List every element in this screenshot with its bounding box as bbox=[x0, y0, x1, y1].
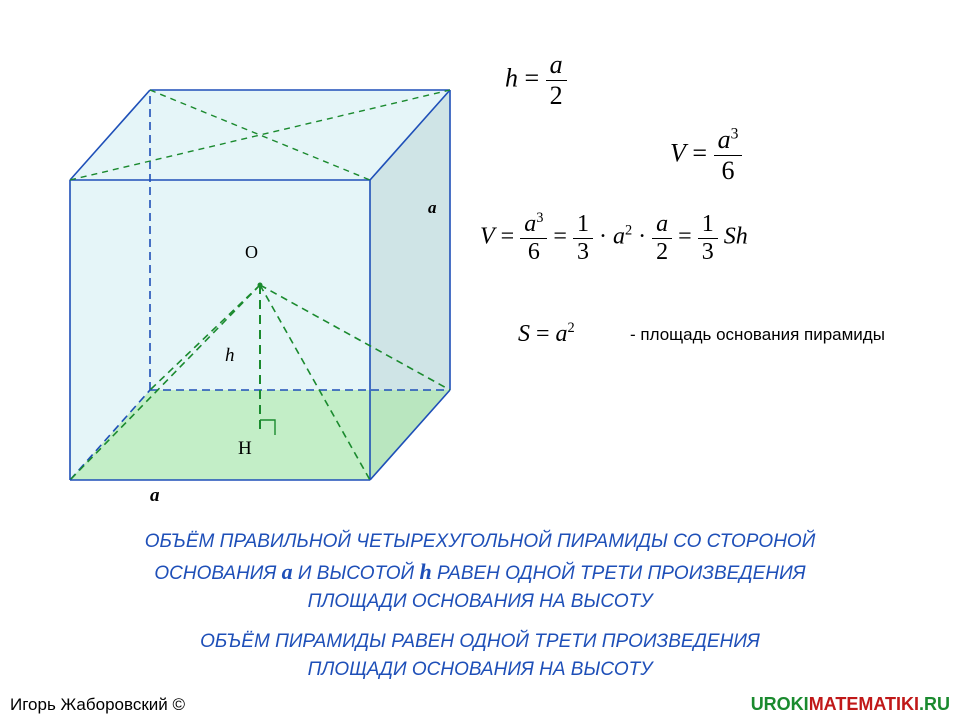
formula-V-a3-6: V = a36 bbox=[670, 125, 742, 186]
label-a-right: a bbox=[428, 198, 437, 218]
c1l2-c: РАВЕН ОДНОЙ ТРЕТИ ПРОИЗВЕДЕНИЯ bbox=[432, 563, 806, 584]
caption-area: ОБЪЁМ ПРАВИЛЬНОЙ ЧЕТЫРЕХУГОЛЬНОЙ ПИРАМИД… bbox=[20, 525, 940, 687]
site-pre: UROKI bbox=[751, 694, 809, 714]
site-mid: MATEMATIKI bbox=[809, 694, 919, 714]
formula-h: h = a2 bbox=[505, 50, 567, 111]
label-h: h bbox=[225, 345, 235, 367]
formula-S: S = a2 bbox=[518, 320, 575, 348]
site-suf: .RU bbox=[919, 694, 950, 714]
caption-1-line3: ПЛОЩАДИ ОСНОВАНИЯ НА ВЫСОТУ bbox=[20, 591, 940, 613]
caption-2-line2: ПЛОЩАДИ ОСНОВАНИЯ НА ВЫСОТУ bbox=[20, 659, 940, 681]
c1l2-b: И ВЫСОТОЙ bbox=[293, 563, 420, 584]
formulas-area: h = a2 V = a36 V = a36 = 13 · a2 · a2 = … bbox=[470, 50, 930, 400]
c1l2-var-h: h bbox=[419, 559, 431, 584]
label-O: O bbox=[245, 242, 258, 263]
formula-V-chain: V = a36 = 13 · a2 · a2 = 13 Sh bbox=[480, 210, 748, 266]
label-H: H bbox=[238, 438, 252, 460]
caption-2-line1: ОБЪЁМ ПИРАМИДЫ РАВЕН ОДНОЙ ТРЕТИ ПРОИЗВЕ… bbox=[20, 631, 940, 653]
caption-1-line2: ОСНОВАНИЯ a И ВЫСОТОЙ h РАВЕН ОДНОЙ ТРЕТ… bbox=[20, 559, 940, 585]
site-credit: UROKIMATEMATIKI.RU bbox=[751, 694, 950, 715]
apex-point bbox=[258, 283, 263, 288]
c1l2-var-a: a bbox=[282, 559, 293, 584]
area-note: - площадь основания пирамиды bbox=[630, 325, 890, 345]
cube-pyramid-diagram: O H h a a bbox=[20, 20, 450, 500]
c1l2-a: ОСНОВАНИЯ bbox=[154, 563, 281, 584]
label-a-bottom: a bbox=[150, 485, 160, 507]
caption-1-line1: ОБЪЁМ ПРАВИЛЬНОЙ ЧЕТЫРЕХУГОЛЬНОЙ ПИРАМИД… bbox=[20, 531, 940, 553]
author-credit: Игорь Жаборовский © bbox=[10, 695, 185, 715]
